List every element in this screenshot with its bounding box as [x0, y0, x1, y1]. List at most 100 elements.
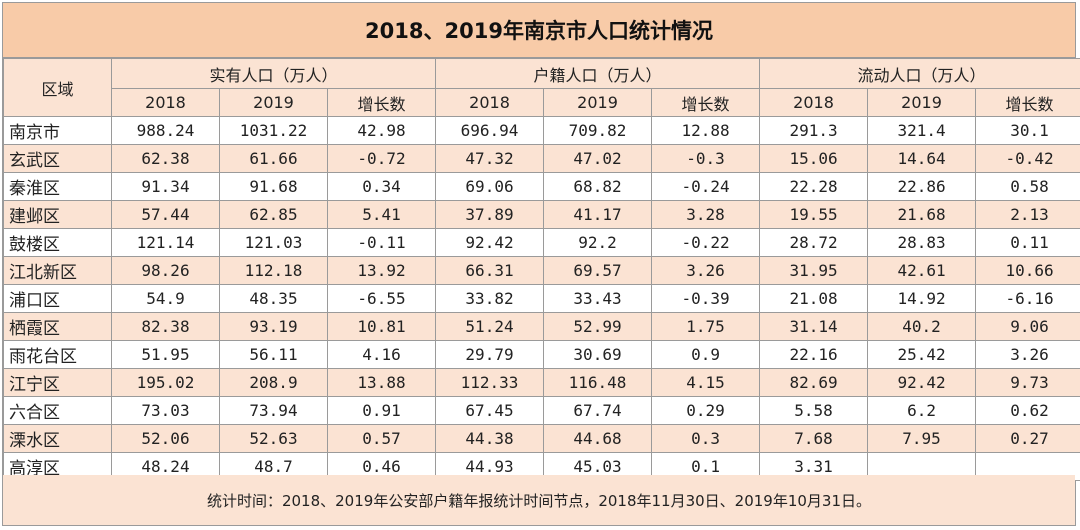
value-cell: 5.58	[759, 396, 869, 425]
value-cell: 56.11	[219, 340, 328, 369]
value-cell: 195.02	[111, 368, 220, 397]
table-row: 浦口区 54.9 48.35 -6.55 33.82 33.43 -0.39 21.08 14.…	[3, 284, 1080, 313]
table-row: 鼓楼区 121.14 121.03 -0.11 92.42 92.2 -0.22 28.72 2…	[3, 228, 1080, 257]
value-cell: 0.29	[651, 396, 761, 425]
value-cell: 14.92	[867, 284, 977, 313]
value-cell: 68.82	[543, 172, 653, 201]
value-cell: 28.72	[759, 228, 869, 257]
value-cell: 121.14	[111, 228, 220, 257]
region-cell: 六合区	[3, 396, 112, 425]
value-cell: 82.38	[111, 312, 220, 341]
table-row: 栖霞区 82.38 93.19 10.81 51.24 52.99 1.75 31.14 40.…	[3, 312, 1080, 341]
value-cell: 0.57	[326, 424, 437, 453]
value-cell: 33.82	[435, 284, 545, 313]
value-cell: 52.99	[543, 312, 653, 341]
value-cell: 7.68	[759, 424, 869, 453]
value-cell: 92.2	[543, 228, 653, 257]
value-cell: 73.03	[111, 396, 220, 425]
sub-header-growth: 增长数	[326, 88, 437, 117]
value-cell: 41.17	[543, 200, 653, 229]
value-cell: 22.86	[867, 172, 977, 201]
value-cell: 6.2	[867, 396, 977, 425]
value-cell: 709.82	[543, 116, 653, 145]
value-cell: 47.02	[543, 144, 653, 173]
value-cell: 696.94	[435, 116, 545, 145]
value-cell: 1031.22	[219, 116, 328, 145]
value-cell: 54.9	[111, 284, 220, 313]
table-row: 建邺区 57.44 62.85 5.41 37.89 41.17 3.28 19.55 21.6…	[3, 200, 1080, 229]
value-cell: 67.45	[435, 396, 545, 425]
value-cell: 208.9	[219, 368, 328, 397]
value-cell: 44.38	[435, 424, 545, 453]
value-cell: 10.66	[975, 256, 1080, 285]
table-row: 南京市 988.24 1031.22 42.98 696.94 709.82 12.88 29…	[3, 116, 1080, 145]
value-cell: 30.69	[543, 340, 653, 369]
value-cell: 73.94	[219, 396, 328, 425]
value-cell: 51.95	[111, 340, 220, 369]
population-table: 区域 实有人口（万人） 户籍人口（万人） 流动人口（万人） 2018 2019 …	[3, 58, 1080, 481]
value-cell: -0.72	[326, 144, 437, 173]
group-header-registered: 户籍人口（万人）	[435, 58, 761, 89]
value-cell: 91.34	[111, 172, 220, 201]
value-cell: 0.91	[326, 396, 437, 425]
region-cell: 浦口区	[3, 284, 112, 313]
value-cell: 121.03	[219, 228, 328, 257]
table-row: 六合区 73.03 73.94 0.91 67.45 67.74 0.29 5.58 6.2 0.…	[3, 396, 1080, 425]
value-cell: 3.26	[975, 340, 1080, 369]
value-cell: 116.48	[543, 368, 653, 397]
value-cell: 57.44	[111, 200, 220, 229]
header-row-groups: 区域 实有人口（万人） 户籍人口（万人） 流动人口（万人）	[3, 58, 1080, 117]
value-cell: 1.75	[651, 312, 761, 341]
value-cell: 13.88	[326, 368, 437, 397]
sub-header-2018: 2018	[111, 88, 220, 117]
table-row: 江宁区 195.02 208.9 13.88 112.33 116.48 4.15 82.69…	[3, 368, 1080, 397]
value-cell: -0.42	[975, 144, 1080, 173]
value-cell: 92.42	[435, 228, 545, 257]
value-cell: -6.16	[975, 284, 1080, 313]
value-cell: 37.89	[435, 200, 545, 229]
value-cell: -0.39	[651, 284, 761, 313]
value-cell: 52.63	[219, 424, 328, 453]
value-cell: 62.38	[111, 144, 220, 173]
value-cell: 69.06	[435, 172, 545, 201]
value-cell: 14.64	[867, 144, 977, 173]
sub-header-growth: 增长数	[975, 88, 1080, 117]
value-cell: 0.27	[975, 424, 1080, 453]
region-cell: 江宁区	[3, 368, 112, 397]
value-cell: 4.15	[651, 368, 761, 397]
value-cell: 67.74	[543, 396, 653, 425]
value-cell: 321.4	[867, 116, 977, 145]
table-title: 2018、2019年南京市人口统计情况	[3, 3, 1075, 58]
value-cell: 10.81	[326, 312, 437, 341]
value-cell: 0.3	[651, 424, 761, 453]
region-cell: 江北新区	[3, 256, 112, 285]
value-cell: 47.32	[435, 144, 545, 173]
table-row: 玄武区 62.38 61.66 -0.72 47.32 47.02 -0.3 15.06 14.…	[3, 144, 1080, 173]
table-row: 秦淮区 91.34 91.68 0.34 69.06 68.82 -0.24 22.28 22.…	[3, 172, 1080, 201]
region-cell: 溧水区	[3, 424, 112, 453]
table-row: 雨花台区 51.95 56.11 4.16 29.79 30.69 0.9 22.16 25.4…	[3, 340, 1080, 369]
value-cell: 98.26	[111, 256, 220, 285]
region-cell: 栖霞区	[3, 312, 112, 341]
value-cell: 62.85	[219, 200, 328, 229]
value-cell: 29.79	[435, 340, 545, 369]
value-cell: 22.28	[759, 172, 869, 201]
value-cell: 0.34	[326, 172, 437, 201]
value-cell: 0.11	[975, 228, 1080, 257]
region-cell: 南京市	[3, 116, 112, 145]
value-cell: 31.95	[759, 256, 869, 285]
value-cell: 30.1	[975, 116, 1080, 145]
region-cell: 玄武区	[3, 144, 112, 173]
value-cell: 21.08	[759, 284, 869, 313]
value-cell: 25.42	[867, 340, 977, 369]
value-cell: 15.06	[759, 144, 869, 173]
group-header-floating: 流动人口（万人）	[759, 58, 1080, 89]
value-cell: 19.55	[759, 200, 869, 229]
region-header: 区域	[3, 58, 112, 117]
region-cell: 秦淮区	[3, 172, 112, 201]
value-cell: 988.24	[111, 116, 220, 145]
value-cell: 9.06	[975, 312, 1080, 341]
value-cell: 40.2	[867, 312, 977, 341]
sub-header-2019: 2019	[867, 88, 977, 117]
